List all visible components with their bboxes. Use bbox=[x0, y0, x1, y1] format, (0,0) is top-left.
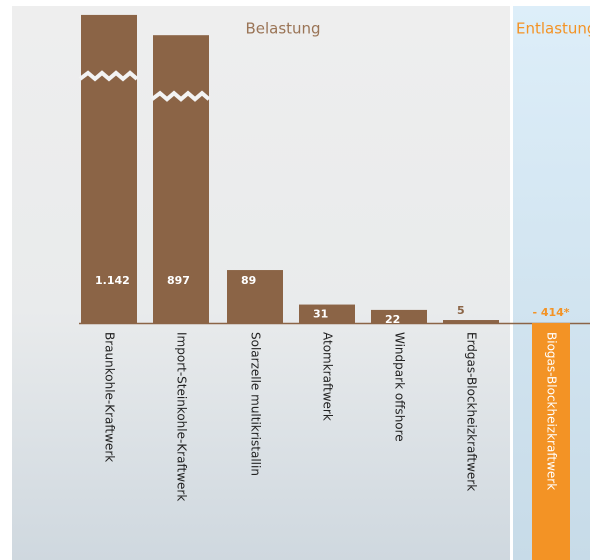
chart: Belastung Entlastung 1.142 Braunkohle-Kra… bbox=[0, 0, 590, 560]
panel-label: Belastung bbox=[245, 20, 320, 38]
category-label: Erdgas-Blockheizkraftwerk bbox=[465, 332, 479, 491]
category-label: Atomkraftwerk bbox=[321, 332, 335, 421]
value-label: 89 bbox=[241, 274, 256, 287]
value-label: 5 bbox=[457, 304, 465, 317]
value-label: - 414* bbox=[532, 306, 569, 319]
value-label: 22 bbox=[385, 313, 400, 326]
value-label: 31 bbox=[313, 308, 328, 321]
bar bbox=[443, 320, 499, 323]
value-label: 1.142 bbox=[95, 274, 130, 287]
category-label: Solarzelle multikristallin bbox=[249, 332, 263, 476]
category-label: Windpark offshore bbox=[393, 332, 407, 442]
category-label: Braunkohle-Kraftwerk bbox=[103, 332, 117, 462]
category-label: Biogas-Blockheizkraftwerk bbox=[545, 332, 559, 490]
value-label: 897 bbox=[167, 274, 190, 287]
category-label: Import-Steinkohle-Kraftwerk bbox=[175, 332, 189, 501]
page: {"chart_data": {"type": "bar", "panel_la… bbox=[0, 0, 590, 560]
panel-label: Entlastung bbox=[516, 20, 590, 38]
